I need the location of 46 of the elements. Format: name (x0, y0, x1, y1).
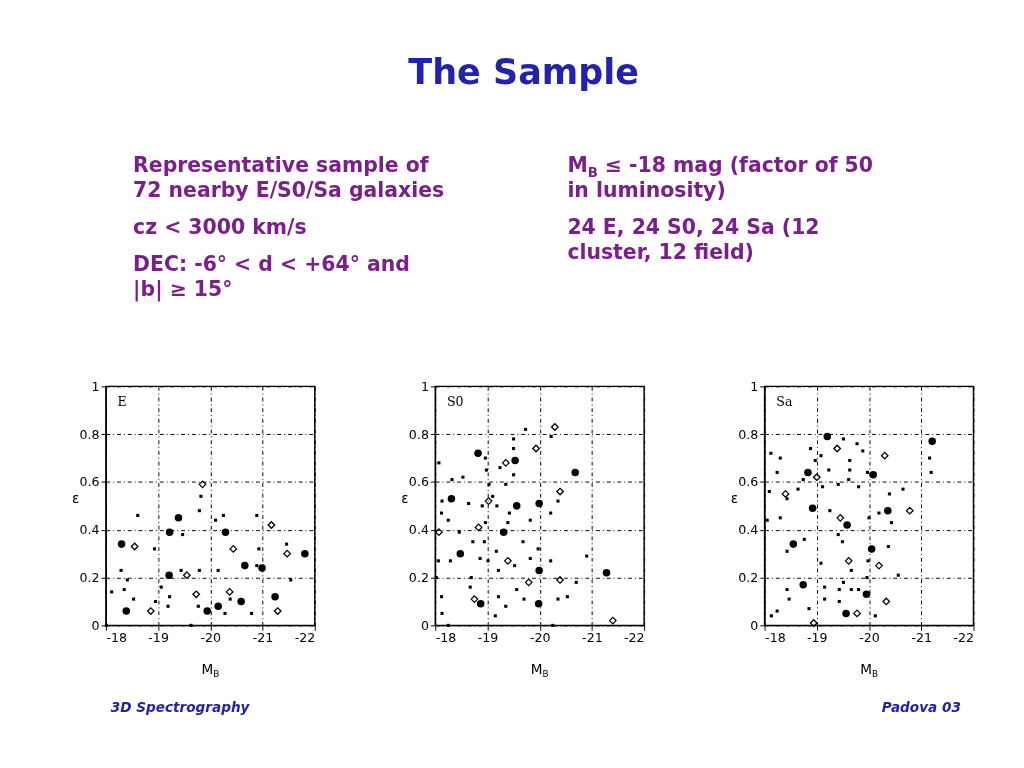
x-tick-label: -21 (911, 630, 933, 646)
y-tick-label: 0.2 (79, 569, 100, 585)
y-tick-label: 0.8 (79, 426, 100, 442)
annotation: S0 (446, 393, 464, 409)
y-tick-label: 1 (420, 378, 429, 394)
text: The Sample (408, 52, 639, 93)
y-tick-label: 0 (750, 617, 759, 633)
x-tick-label: -21 (252, 630, 274, 646)
x-tick-label: -18 (765, 630, 786, 646)
y-tick-label: 0.6 (408, 474, 429, 490)
y-tick-label: 0.4 (738, 522, 759, 538)
annotation: E (117, 393, 127, 409)
y-tick-label: 0.2 (408, 569, 429, 585)
y-tick-label: 0 (91, 617, 100, 633)
y-tick-label: 0.8 (738, 426, 759, 442)
x-tick-label: -19 (807, 630, 828, 646)
text: DEC: -6° < d < +64° and |b| ≥ 15° (133, 251, 410, 303)
y-tick-label: 0.6 (738, 474, 759, 490)
y-tick-label: 0.4 (408, 522, 429, 538)
x-tick-label: -22 (294, 630, 316, 646)
annotation: Sa (776, 393, 793, 409)
x-tick-label: -22 (624, 630, 645, 646)
text: Representative sample of 72 nearby E/S0/Sa galaxies (133, 152, 445, 202)
y-tick-label: 0.8 (408, 426, 429, 442)
text: Padova 03 (881, 698, 961, 715)
text: 3D Spectrography (110, 698, 251, 715)
x-tick-label: -19 (148, 630, 169, 646)
y-axis-title: ε (71, 490, 80, 507)
y-tick-label: 0.4 (79, 522, 100, 538)
y-tick-label: 1 (750, 378, 759, 394)
x-tick-label: -20 (200, 630, 222, 646)
y-axis-title: ε (401, 490, 409, 507)
x-tick-label: -19 (477, 630, 499, 646)
y-axis-title: ε (730, 490, 738, 507)
text: cz < 3000 km/s (133, 214, 307, 239)
x-tick-label: -20 (529, 630, 551, 646)
y-tick-label: 0 (420, 617, 429, 633)
text: 24 E, 24 S0, 24 Sa (12 cluster, 12 field) (567, 214, 820, 265)
x-tick-label: -21 (582, 630, 603, 646)
x-tick-label: -20 (859, 630, 880, 646)
y-tick-label: 1 (91, 378, 100, 394)
y-tick-label: 0.6 (79, 474, 100, 490)
x-tick-label: -22 (953, 630, 974, 646)
x-tick-label: -18 (435, 630, 457, 646)
y-tick-label: 0.2 (738, 569, 759, 585)
x-tick-label: -18 (106, 630, 127, 646)
